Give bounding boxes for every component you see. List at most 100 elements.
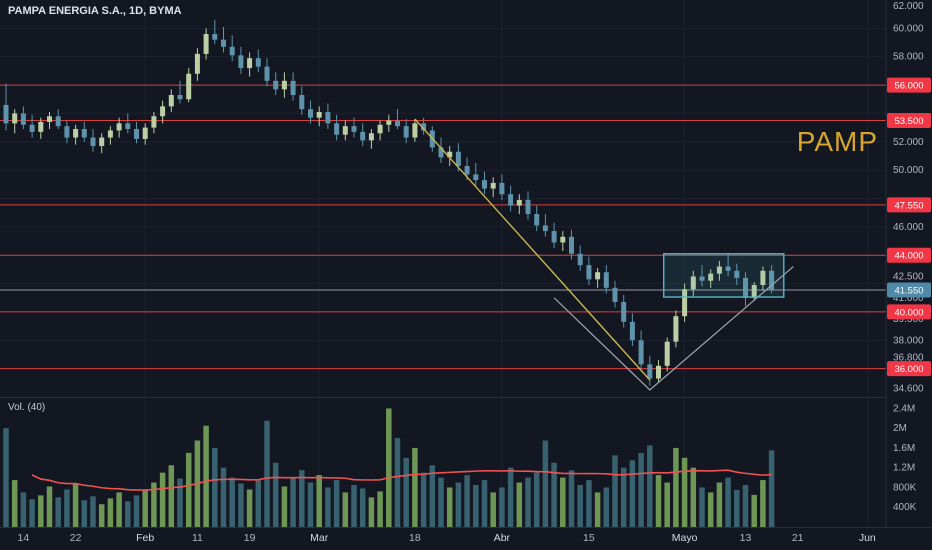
volume-tick-label: 2.4M	[893, 403, 915, 414]
consolidation-box[interactable]	[663, 253, 785, 298]
candle-body	[743, 277, 748, 298]
candle-body	[482, 180, 487, 189]
volume-bar	[46, 486, 53, 527]
time-tick-label: Jun	[859, 532, 876, 544]
candle-body	[464, 165, 470, 175]
volume-bar	[707, 492, 714, 527]
volume-bars	[3, 408, 775, 527]
volume-bar	[290, 477, 296, 527]
candle-body	[586, 265, 592, 280]
level-price-tag-label: 47.550	[894, 200, 923, 211]
candle-body	[769, 270, 775, 290]
price-level-lines[interactable]	[0, 84, 886, 370]
volume-bar	[507, 467, 514, 527]
volume-bar	[429, 465, 436, 527]
volume-bar	[359, 488, 366, 527]
volume-bar	[455, 482, 462, 527]
candle-body	[499, 182, 505, 195]
volume-bar	[272, 462, 279, 527]
volume-bar	[725, 477, 731, 527]
time-tick-label: 13	[740, 532, 752, 544]
candle-body	[38, 121, 44, 132]
candle-body	[73, 129, 79, 138]
volume-bar	[742, 485, 749, 527]
v-reversal-line[interactable]	[553, 266, 794, 391]
time-tick-label: Feb	[136, 532, 154, 544]
candle-body	[760, 270, 766, 285]
volume-tick-label: 400K	[893, 502, 917, 513]
volume-bar	[386, 408, 392, 527]
candle-body	[673, 316, 679, 342]
candle-body	[107, 130, 113, 138]
candle-body	[508, 194, 514, 206]
volume-bar	[533, 472, 540, 527]
candle-body	[638, 340, 644, 365]
time-tick-label: 19	[244, 532, 256, 544]
price-axis[interactable]: 62.000 60.000 58.000 52.000 50.000 46.000 42.5…	[885, 0, 932, 550]
candle-body	[12, 113, 18, 124]
volume-tick-label: 1.2M	[893, 463, 915, 474]
candle-body	[212, 34, 218, 40]
volume-bar	[490, 492, 496, 527]
volume-bar	[673, 447, 679, 527]
volume-bar	[3, 428, 9, 527]
candle-body	[125, 123, 131, 130]
candle-body	[168, 94, 174, 107]
volume-bar	[142, 489, 148, 527]
candle-body	[421, 123, 427, 131]
time-axis-bg[interactable]	[0, 527, 932, 550]
candle-body	[534, 214, 540, 226]
volume-bar	[316, 475, 322, 527]
volume-bar	[72, 483, 79, 527]
trendline-drawings[interactable]	[414, 118, 794, 391]
candle-body	[3, 104, 9, 124]
candle-body	[264, 66, 270, 81]
time-tick-label: 22	[70, 532, 82, 544]
volume-bar	[716, 482, 723, 527]
time-axis[interactable]: 14 22 Feb 11 19 Mar 18 Abr 15 Mayo 13 21 Jun	[0, 397, 932, 550]
volume-bar	[255, 480, 262, 527]
candle-body	[664, 341, 670, 366]
volume-ma-line	[31, 469, 772, 491]
volume-bar	[38, 495, 44, 527]
candle-body	[316, 112, 322, 118]
volume-bar	[159, 472, 166, 527]
price-tick-label: 52.000	[893, 137, 924, 148]
candle-body	[351, 126, 357, 132]
time-tick-label: 11	[192, 532, 203, 544]
candle-body	[656, 365, 661, 379]
candle-body	[516, 199, 522, 206]
candle-body	[412, 123, 418, 138]
volume-bar	[464, 475, 470, 527]
volume-bar	[299, 470, 305, 527]
downtrend-line[interactable]	[414, 118, 651, 381]
volume-indicator-label[interactable]: Vol. (40)	[8, 402, 46, 413]
level-price-tag-label: 44.000	[894, 251, 923, 262]
volume-bar	[168, 465, 175, 527]
volume-bar	[481, 480, 488, 527]
volume-bar	[246, 489, 253, 527]
volume-bar	[751, 494, 757, 527]
volume-bar	[229, 477, 235, 527]
time-tick-label: 14	[18, 532, 30, 544]
level-price-tag-label: 40.000	[894, 307, 923, 318]
volume-bar	[64, 489, 70, 527]
range-box[interactable]	[663, 253, 785, 298]
level-price-tag	[887, 361, 931, 377]
volume-bar	[446, 487, 453, 527]
candle-body	[90, 137, 96, 147]
candle-body	[247, 58, 253, 69]
price-tick-label: 58.000	[893, 52, 924, 63]
volume-bar	[412, 447, 418, 527]
volume-bar	[29, 499, 35, 527]
volume-bar	[107, 498, 114, 527]
candle-body	[551, 231, 557, 243]
candle-body	[569, 236, 574, 254]
volume-bar	[664, 482, 670, 527]
candle-body	[186, 73, 192, 100]
symbol-legend[interactable]: PAMPA ENERGIA S.A., 1D, BYMA	[8, 5, 182, 17]
volume-bar	[325, 487, 331, 527]
volume-bar	[377, 491, 383, 527]
